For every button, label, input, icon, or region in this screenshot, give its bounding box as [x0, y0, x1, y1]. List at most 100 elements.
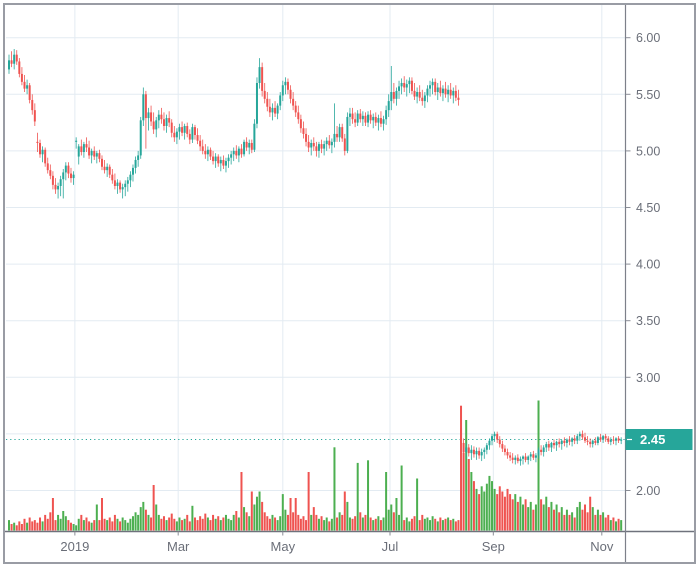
- candle-body: [95, 153, 98, 157]
- volume-bar: [534, 504, 537, 531]
- volume-bar: [165, 520, 168, 531]
- volume-bar: [553, 509, 556, 531]
- candle-body: [178, 127, 181, 132]
- volume-bar: [498, 486, 501, 531]
- price-tick-label: 3.50: [636, 314, 660, 328]
- volume-bar: [41, 521, 44, 531]
- candle-body: [550, 442, 553, 448]
- volume-bar: [199, 516, 202, 531]
- candle-body: [617, 438, 620, 441]
- time-tick-label: May: [271, 539, 296, 554]
- candle-body: [49, 170, 52, 176]
- candle-body: [534, 455, 537, 458]
- volume-bar: [88, 521, 91, 531]
- volume-bar: [524, 499, 527, 531]
- candle-body: [263, 90, 266, 99]
- volume-bar: [289, 498, 292, 531]
- volume-bar: [387, 509, 390, 531]
- price-tick-label: 5.50: [636, 88, 660, 102]
- candle-body: [421, 97, 424, 102]
- candle-body: [116, 182, 119, 186]
- candle-body: [503, 448, 506, 453]
- candle-body: [183, 125, 186, 133]
- candle-body: [431, 81, 434, 86]
- volume-bar: [204, 513, 207, 531]
- volume-bar: [444, 518, 447, 531]
- candle-body: [540, 449, 543, 453]
- volume-bar: [441, 520, 444, 531]
- chart-plot-area[interactable]: [6, 5, 625, 531]
- volume-bar: [612, 517, 615, 531]
- volume-bar: [284, 509, 287, 531]
- candle-body: [343, 138, 346, 151]
- time-axis-scale[interactable]: [6, 532, 625, 562]
- candle-body: [524, 456, 527, 460]
- volume-bar: [193, 517, 196, 531]
- volume-bar: [175, 521, 178, 531]
- price-tick-label: 3.00: [636, 371, 660, 385]
- volume-bar: [217, 516, 220, 531]
- volume-bar: [46, 518, 49, 531]
- volume-bar: [516, 501, 519, 531]
- volume-bar: [514, 494, 517, 531]
- candle-body: [532, 454, 535, 458]
- candle-body: [80, 146, 83, 153]
- candle-body: [426, 88, 429, 96]
- candle-body: [537, 449, 540, 456]
- candle-body: [44, 149, 47, 164]
- candle-body: [54, 184, 57, 190]
- candle-body: [511, 457, 514, 460]
- candle-body: [139, 120, 142, 156]
- candle-body: [449, 89, 452, 96]
- volume-bar: [230, 520, 233, 531]
- candle-body: [390, 92, 393, 102]
- volume-bar: [555, 504, 558, 531]
- volume-bar: [152, 485, 155, 531]
- candle-body: [38, 142, 41, 155]
- candle-body: [496, 433, 499, 440]
- volume-bar: [491, 481, 494, 531]
- candle-body: [338, 127, 341, 138]
- candle-body: [36, 141, 39, 143]
- volume-bar: [173, 518, 176, 531]
- candle-body: [586, 440, 589, 442]
- volume-bar: [250, 491, 253, 531]
- volume-bar: [540, 499, 543, 531]
- candle-body: [457, 97, 460, 100]
- candle-body: [470, 449, 473, 454]
- candle-body: [219, 159, 222, 164]
- candle-body: [299, 119, 302, 129]
- candle-body: [478, 450, 481, 456]
- candle-body: [565, 439, 568, 443]
- candle-body: [609, 439, 612, 442]
- volume-bar: [416, 478, 419, 531]
- price-axis-scale[interactable]: [626, 5, 695, 562]
- volume-bar: [617, 518, 620, 531]
- volume-bar: [457, 520, 460, 531]
- candle-body: [573, 438, 576, 441]
- volume-bar: [36, 522, 39, 531]
- volume-bar: [429, 520, 432, 531]
- time-tick-label: Jul: [382, 539, 399, 554]
- volume-bar: [100, 498, 103, 531]
- volume-bar: [23, 518, 26, 531]
- volume-bar: [75, 525, 78, 531]
- candle-body: [75, 140, 78, 142]
- volume-bar: [255, 496, 258, 531]
- volume-bar: [191, 505, 194, 531]
- candle-body: [387, 101, 390, 111]
- price-tick-label: 2.00: [636, 484, 660, 498]
- candle-body: [395, 90, 398, 99]
- candle-body: [206, 149, 209, 155]
- volume-bar: [403, 520, 406, 531]
- candle-body: [230, 154, 233, 158]
- volume-bar: [170, 513, 173, 531]
- volume-bar: [323, 520, 326, 531]
- candle-body: [227, 157, 230, 162]
- volume-bar: [385, 472, 388, 531]
- volume-bar: [116, 518, 119, 531]
- volume-bar: [547, 507, 550, 531]
- volume-bar: [348, 517, 351, 531]
- candle-body: [175, 131, 178, 138]
- volume-bar: [372, 520, 375, 531]
